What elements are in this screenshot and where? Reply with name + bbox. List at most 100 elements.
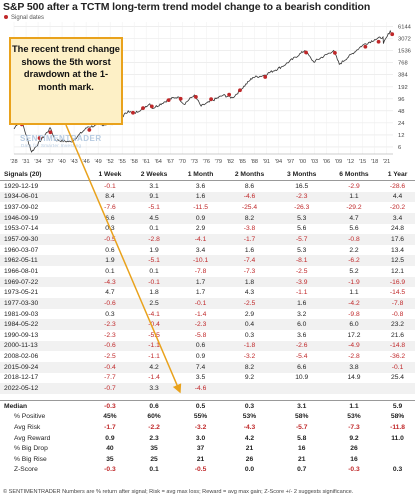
return-cell: 4.4 xyxy=(380,191,415,203)
table-row: 1957-09-30 -0.5 -2.8 -4.1 -1.7 -5.7 -0.8 17.6 xyxy=(0,234,415,245)
x-tick-label: '58 xyxy=(131,159,138,165)
stat-value: 53% xyxy=(242,413,257,421)
return-cell: 1.1 xyxy=(349,289,359,297)
return-cell: 5.3 xyxy=(275,212,328,224)
return-cell: -4.1 xyxy=(177,234,224,245)
return-cell: 9.1 xyxy=(130,191,178,203)
return-cell: 3.6 xyxy=(195,182,206,190)
stat-value: 58% xyxy=(390,413,405,421)
table-row: 2008-02-06 -2.5 -1.1 0.9 -3.2 -5.4 -2.8 -36.2 xyxy=(0,351,415,362)
footer-note: © SENTIMENTRADER Numbers are % return af… xyxy=(3,489,354,495)
stat-value: 0.5 xyxy=(177,399,224,412)
table-body: 1929-12-19 -0.1 3.1 3.6 8.6 16.5 -2.9 -28.6 1934… xyxy=(0,181,415,476)
return-cell: 1.6 xyxy=(177,191,224,203)
table-row: 1946-09-19 6.6 4.5 0.9 8.2 5.3 4.7 3.4 xyxy=(0,212,415,224)
signal-dot xyxy=(37,136,42,140)
column-header: 6 Months xyxy=(327,169,381,181)
return-cell: -1.4 xyxy=(194,310,207,318)
signal-date: 1957-09-30 xyxy=(0,234,90,245)
x-tick-label: '70 xyxy=(179,159,186,165)
y-tick-label: 3072 xyxy=(398,37,411,43)
stats-row: Median -0.3 0.6 0.5 0.3 3.1 1.1 5.9 xyxy=(0,399,415,412)
x-tick-label: '37 xyxy=(46,159,53,165)
return-cell: 4.3 xyxy=(244,289,255,297)
return-cell: -4.9 xyxy=(327,340,381,352)
return-cell: 8.6 xyxy=(244,182,255,190)
stat-label: % Big Rise xyxy=(14,455,47,463)
return-cell: 0.3 xyxy=(105,310,115,318)
signal-date: 1984-05-22 xyxy=(0,319,90,330)
table-row: 1990-09-13 -2.3 -5.5 -5.8 0.3 3.6 17.2 21.6 xyxy=(0,330,415,341)
return-cell: 1.7 xyxy=(195,289,206,297)
signal-date: 2008-02-06 xyxy=(4,353,39,361)
return-cell: 8.2 xyxy=(223,361,276,373)
return-cell: 12.1 xyxy=(391,267,405,275)
stat-value: 0.1 xyxy=(149,466,159,474)
return-cell: 6.6 xyxy=(275,361,328,373)
stat-value: 2.3 xyxy=(149,434,159,442)
x-tick-label: '79 xyxy=(215,159,222,165)
return-cell: -1.1 xyxy=(130,340,178,352)
return-cell: -28.6 xyxy=(389,182,406,190)
stat-value: 1.1 xyxy=(327,399,381,412)
return-cell: 0.4 xyxy=(223,319,276,330)
return-cell: 17.2 xyxy=(347,331,361,339)
return-cell: -4.3 xyxy=(89,276,131,288)
return-cell: -0.6 xyxy=(89,298,131,309)
stat-value: 40 xyxy=(106,445,114,453)
x-tick-label: '61 xyxy=(143,159,150,165)
return-cell: 0.9 xyxy=(177,212,224,224)
results-table: Signals (20) 1 Week 2 Weeks 1 Month 2 Months… xyxy=(0,169,415,475)
x-tick-label: '85 xyxy=(239,159,246,165)
x-tick-label: '31 xyxy=(22,159,29,165)
return-cell: 5.2 xyxy=(349,267,359,275)
x-tick-label: '91 xyxy=(263,159,270,165)
return-cell: 7.4 xyxy=(177,361,224,373)
return-cell: -0.1 xyxy=(380,361,415,373)
return-cell: -4.2 xyxy=(327,298,381,309)
column-header: 3 Months xyxy=(275,169,328,181)
return-cell: -7.6 xyxy=(104,204,116,212)
return-cell: -2.6 xyxy=(275,340,328,352)
signal-date: 1973-05-21 xyxy=(4,289,39,297)
signal-dot xyxy=(363,44,368,49)
return-cell: 0.1 xyxy=(149,225,159,233)
table-row: 1934-06-01 8.4 9.1 1.6 -4.6 -2.3 1.1 4.4 xyxy=(0,191,415,203)
return-cell: -2.5 xyxy=(104,353,116,361)
y-tick-label: 96 xyxy=(398,97,404,103)
return-cell: -2.5 xyxy=(223,298,276,309)
return-cell: -3.2 xyxy=(243,353,256,361)
return-cell: -25.4 xyxy=(241,204,258,212)
return-cell: 3.4 xyxy=(380,212,415,224)
return-cell: 1.6 xyxy=(244,246,255,254)
return-cell: 9.2 xyxy=(244,374,255,382)
table-row: 1966-08-01 0.1 0.1 -7.8 -7.3 -2.5 5.2 12.1 xyxy=(0,266,415,277)
signal-dot xyxy=(333,51,337,55)
stat-label: % Positive xyxy=(14,413,46,421)
return-cell: -4.1 xyxy=(148,310,160,318)
column-header: 1 Week xyxy=(89,169,131,181)
signal-date: 2022-05-12 xyxy=(0,383,90,394)
table-row: 1981-09-03 0.3 -4.1 -1.4 2.9 3.2 -9.8 -0.8 xyxy=(0,309,415,320)
return-cell: 24.8 xyxy=(391,225,405,233)
column-header: Signals (20) xyxy=(0,169,90,181)
stat-value xyxy=(380,443,415,454)
return-cell: 0.9 xyxy=(195,353,206,361)
return-cell: 17.6 xyxy=(380,234,415,245)
table-row: 2018-12-17 -7.7 -1.4 3.5 9.2 10.9 14.9 25.4 xyxy=(0,373,415,384)
return-cell: 12.5 xyxy=(380,255,415,267)
stat-value: 26 xyxy=(245,455,254,463)
signal-dot-icon xyxy=(4,15,8,20)
return-cell: 8.2 xyxy=(223,212,276,224)
return-cell: -9.8 xyxy=(348,310,360,318)
return-cell: 1.9 xyxy=(149,246,159,254)
table-row: 2022-05-12 -0.7 3.3 -4.6 xyxy=(0,383,415,394)
return-cell: 1.8 xyxy=(149,289,159,297)
stat-value: 3.1 xyxy=(275,399,328,412)
stat-value: -11.8 xyxy=(390,423,405,431)
table-row: 1969-07-22 -4.3 -0.1 1.7 1.8 -3.9 -1.9 -16.9 xyxy=(0,276,415,288)
stat-label: Avg Reward xyxy=(14,434,51,442)
return-cell: 16.5 xyxy=(295,182,309,190)
stat-value: 0.0 xyxy=(244,466,255,474)
x-tick-label: '40 xyxy=(58,159,65,165)
